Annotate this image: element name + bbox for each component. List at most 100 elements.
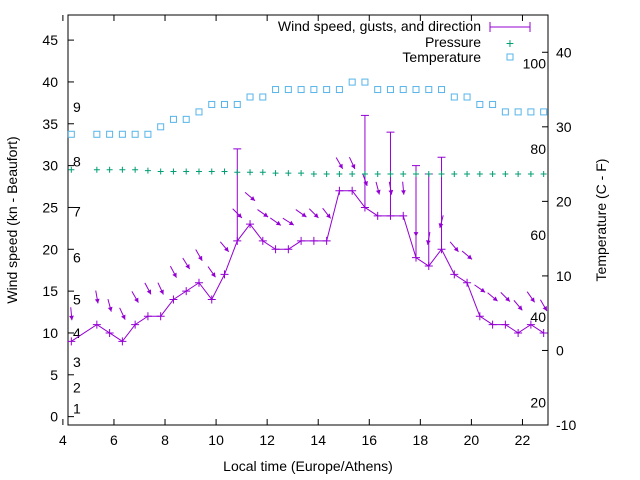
temperature-point bbox=[501, 108, 509, 116]
beaufort-label: 2 bbox=[73, 379, 81, 395]
x-tick-label: 12 bbox=[259, 432, 275, 448]
temperature-point bbox=[386, 86, 394, 94]
pressure-point bbox=[489, 170, 496, 177]
pressure-point bbox=[68, 166, 75, 173]
temperature-point bbox=[208, 100, 216, 108]
pressure-point bbox=[310, 170, 317, 177]
temperature-point bbox=[182, 115, 190, 123]
pressure-point bbox=[247, 169, 254, 176]
wind-point bbox=[526, 320, 535, 329]
beaufort-label: 9 bbox=[73, 99, 81, 115]
wind-speed-line bbox=[71, 190, 544, 342]
wind-direction-arrowhead bbox=[146, 289, 152, 295]
pressure-point bbox=[132, 166, 139, 173]
y-tick-label: 5 bbox=[50, 367, 58, 383]
y2-axis-label: Temperature (C - F) bbox=[593, 159, 609, 282]
temperature-point bbox=[438, 86, 446, 94]
y-tick-label: 45 bbox=[42, 32, 58, 48]
pressure-point bbox=[106, 166, 113, 173]
plot-data bbox=[67, 78, 548, 346]
pressure-point bbox=[195, 168, 202, 175]
temperature-point bbox=[463, 93, 471, 101]
legend-pressure-label: Pressure bbox=[425, 34, 481, 50]
temperature-point bbox=[361, 78, 369, 86]
wind-point bbox=[450, 270, 459, 279]
wind-direction-arrowhead bbox=[121, 314, 126, 320]
pressure-point bbox=[400, 170, 407, 177]
y-tick-label: 25 bbox=[42, 199, 58, 215]
pressure-point bbox=[208, 168, 215, 175]
temperature-point bbox=[335, 86, 343, 94]
pressure-point bbox=[527, 170, 534, 177]
wind-direction-arrowhead bbox=[275, 220, 281, 226]
temperature-point bbox=[425, 86, 433, 94]
pressure-point bbox=[170, 168, 177, 175]
wind-point bbox=[412, 253, 420, 262]
temperature-point bbox=[412, 86, 420, 94]
wind-point bbox=[258, 236, 267, 245]
temperature-point bbox=[540, 108, 548, 116]
wind-direction-arrowhead bbox=[197, 255, 203, 261]
wind-point bbox=[105, 328, 114, 337]
x-tick-label: 8 bbox=[161, 432, 169, 448]
pressure-point bbox=[183, 168, 190, 175]
wind-point bbox=[373, 211, 382, 220]
pressure-point bbox=[515, 170, 522, 177]
wind-direction-arrowhead bbox=[185, 264, 190, 270]
wind-direction-arrowhead bbox=[413, 232, 419, 237]
wind-point bbox=[399, 211, 408, 220]
legend-wind-label: Wind speed, gusts, and direction bbox=[278, 18, 481, 34]
wind-direction-arrowhead bbox=[530, 297, 535, 303]
pressure-point bbox=[413, 170, 419, 177]
temperature-point bbox=[272, 86, 280, 94]
wind-direction-arrowhead bbox=[492, 296, 498, 302]
temperature-point bbox=[399, 86, 407, 94]
pressure-point bbox=[425, 170, 432, 177]
pressure-point bbox=[349, 170, 356, 177]
wind-direction-arrowhead bbox=[250, 196, 256, 201]
wind-direction-arrowhead bbox=[505, 296, 510, 302]
beaufort-label: 8 bbox=[73, 153, 81, 169]
y2-tick-label: 10 bbox=[556, 268, 572, 284]
wind-point bbox=[194, 278, 203, 287]
wind-direction-arrowhead bbox=[453, 246, 459, 252]
wind-point bbox=[322, 236, 331, 245]
pressure-point bbox=[464, 170, 471, 177]
wind-direction-arrowhead bbox=[426, 240, 431, 245]
wind-direction-arrowhead bbox=[467, 254, 473, 260]
pressure-point bbox=[451, 170, 458, 177]
wind-point bbox=[539, 328, 548, 337]
wind-direction-arrowhead bbox=[480, 287, 486, 293]
wind-point bbox=[424, 262, 433, 271]
temperature-point bbox=[233, 100, 241, 108]
temperature-point bbox=[284, 86, 292, 94]
wind-point bbox=[220, 270, 229, 279]
wind-direction-arrowhead bbox=[237, 213, 242, 218]
wind-point bbox=[475, 312, 484, 321]
fahrenheit-label: 80 bbox=[530, 141, 546, 157]
temperature-point bbox=[106, 130, 114, 138]
wind-point bbox=[207, 295, 216, 304]
pressure-point bbox=[272, 170, 279, 177]
x-tick-label: 18 bbox=[413, 432, 429, 448]
wind-point bbox=[348, 186, 357, 195]
wind-direction-arrowhead bbox=[107, 306, 113, 312]
temperature-point bbox=[93, 130, 101, 138]
beaufort-label: 5 bbox=[73, 291, 81, 307]
wind-direction-arrowhead bbox=[159, 289, 164, 295]
beaufort-label: 6 bbox=[73, 250, 81, 266]
y-tick-label: 10 bbox=[42, 325, 58, 341]
y2-tick-label: 20 bbox=[556, 193, 572, 209]
temperature-point bbox=[297, 86, 305, 94]
wind-point bbox=[284, 245, 293, 254]
wind-point bbox=[501, 320, 510, 329]
wind-point bbox=[386, 211, 395, 220]
wind-direction-arrowhead bbox=[517, 305, 523, 311]
temperature-point bbox=[67, 130, 75, 138]
wind-direction-arrowhead bbox=[326, 213, 331, 219]
wind-direction-arrowhead bbox=[350, 164, 356, 169]
legend: Wind speed, gusts, and direction Pressur… bbox=[278, 18, 531, 65]
beaufort-label: 4 bbox=[73, 325, 81, 341]
beaufort-label: 3 bbox=[73, 354, 81, 370]
